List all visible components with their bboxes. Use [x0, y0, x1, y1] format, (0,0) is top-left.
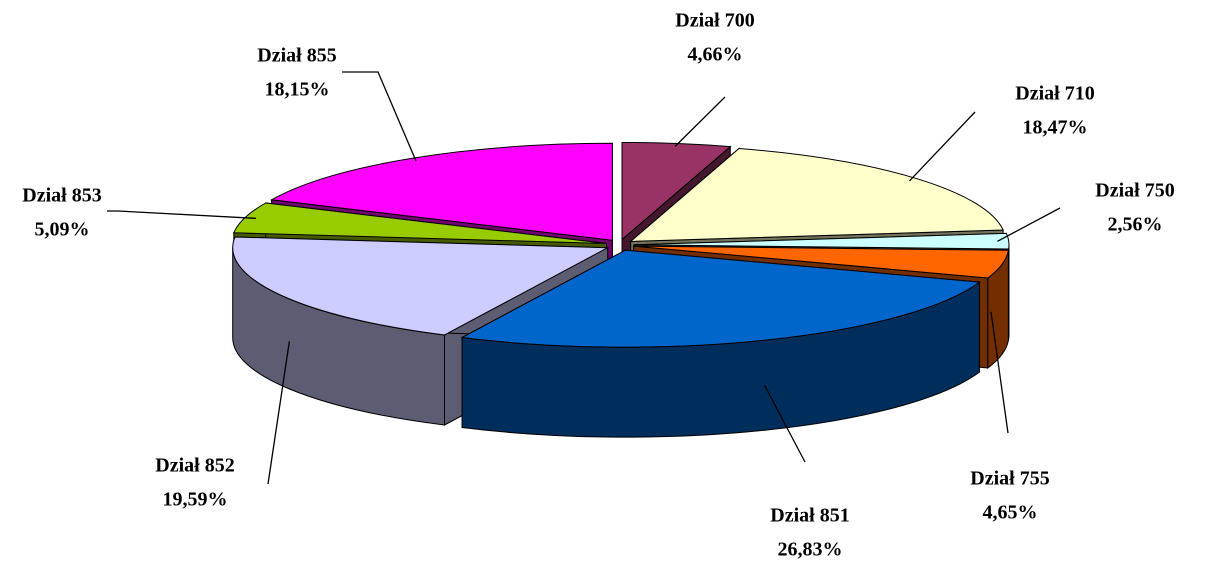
slice-value-label: 2,56% [1108, 214, 1163, 236]
slice-value-label: 19,59% [163, 489, 228, 511]
slice-label: Dział 851 [770, 505, 849, 527]
slice [232, 236, 610, 336]
slice-label: Dział 750 [1095, 180, 1174, 202]
slice-value-label: 18,47% [1023, 117, 1088, 139]
leader-line [267, 341, 291, 485]
slice [633, 245, 1009, 279]
slice-value-label: 4,65% [983, 502, 1038, 524]
slice [460, 249, 981, 348]
leader-line [997, 207, 1061, 242]
leader-line [674, 96, 726, 147]
slice-label: Dział 855 [257, 45, 336, 67]
slice-label: Dział 700 [675, 10, 754, 32]
slice-label: Dział 710 [1015, 83, 1094, 105]
slice [633, 232, 1010, 250]
slice-value-label: 5,09% [35, 219, 90, 241]
slice-value-label: 4,66% [688, 44, 743, 66]
slice-label: Dział 852 [155, 455, 234, 477]
slice [621, 141, 732, 241]
leader-line [763, 384, 806, 463]
slice [629, 147, 1004, 242]
slice-label: Dział 853 [22, 185, 101, 207]
slice-label: Dział 755 [970, 468, 1049, 490]
slice-value-label: 26,83% [778, 539, 843, 561]
leader-line [107, 210, 257, 220]
leader-line [342, 71, 417, 162]
leader-line [990, 311, 1009, 434]
slice-value-label: 18,15% [265, 79, 330, 101]
leader-line [908, 111, 976, 182]
slice [270, 142, 613, 241]
